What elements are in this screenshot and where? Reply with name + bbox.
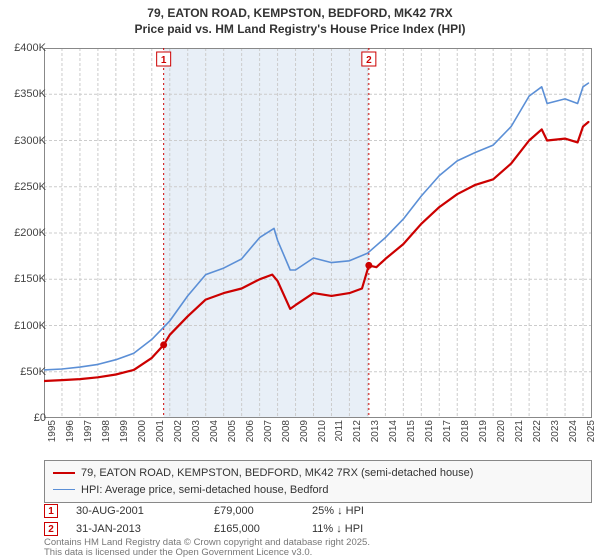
legend-box: 79, EATON ROAD, KEMPSTON, BEDFORD, MK42 … — [44, 460, 592, 503]
x-axis-label: 2004 — [209, 420, 220, 448]
x-axis-label: 2024 — [568, 420, 579, 448]
marker-row-2: 2 31-JAN-2013 £165,000 11% ↓ HPI — [44, 520, 402, 538]
x-axis-label: 2006 — [245, 420, 256, 448]
x-axis-label: 2023 — [550, 420, 561, 448]
marker-badge-2: 2 — [44, 522, 58, 536]
x-axis-label: 2000 — [137, 420, 148, 448]
legend-row-price-paid: 79, EATON ROAD, KEMPSTON, BEDFORD, MK42 … — [53, 465, 583, 482]
svg-text:2: 2 — [366, 55, 372, 66]
legend-row-hpi: HPI: Average price, semi-detached house,… — [53, 482, 583, 499]
x-axis-label: 2015 — [406, 420, 417, 448]
marker-price-2: £165,000 — [214, 523, 294, 535]
marker-table: 1 30-AUG-2001 £79,000 25% ↓ HPI 2 31-JAN… — [44, 502, 402, 538]
y-axis-label: £100K — [2, 320, 46, 332]
x-axis-label: 2009 — [299, 420, 310, 448]
svg-text:1: 1 — [161, 55, 167, 66]
marker-diff-1: 25% ↓ HPI — [312, 505, 402, 517]
x-axis-label: 2014 — [388, 420, 399, 448]
x-axis-label: 2003 — [191, 420, 202, 448]
legend-swatch-price-paid — [53, 472, 75, 474]
x-axis-label: 1996 — [65, 420, 76, 448]
y-axis-label: £250K — [2, 181, 46, 193]
marker-date-2: 31-JAN-2013 — [76, 523, 196, 535]
x-axis-label: 2008 — [281, 420, 292, 448]
marker-badge-1: 1 — [44, 504, 58, 518]
y-axis-label: £0 — [2, 412, 46, 424]
x-axis-label: 2025 — [586, 420, 597, 448]
y-axis-label: £400K — [2, 42, 46, 54]
y-axis-label: £150K — [2, 273, 46, 285]
x-axis-label: 2010 — [317, 420, 328, 448]
x-axis-label: 2013 — [370, 420, 381, 448]
x-axis-label: 2001 — [155, 420, 166, 448]
y-axis-label: £350K — [2, 88, 46, 100]
x-axis-label: 2007 — [263, 420, 274, 448]
chart-title: 79, EATON ROAD, KEMPSTON, BEDFORD, MK42 … — [0, 0, 600, 37]
y-axis-label: £200K — [2, 227, 46, 239]
x-axis-label: 2017 — [442, 420, 453, 448]
y-axis-label: £50K — [2, 366, 46, 378]
legend-swatch-hpi — [53, 489, 75, 490]
footer-attribution: Contains HM Land Registry data © Crown c… — [44, 538, 370, 559]
x-axis-label: 2020 — [496, 420, 507, 448]
y-axis-label: £300K — [2, 135, 46, 147]
x-axis-label: 2022 — [532, 420, 543, 448]
chart-plot-area: 12 — [44, 48, 592, 418]
footer-line2: This data is licensed under the Open Gov… — [44, 548, 370, 558]
x-axis-label: 2002 — [173, 420, 184, 448]
x-axis-label: 1995 — [47, 420, 58, 448]
x-axis-label: 2005 — [227, 420, 238, 448]
x-axis-label: 2021 — [514, 420, 525, 448]
x-axis-label: 2011 — [334, 420, 345, 448]
x-axis-label: 1997 — [83, 420, 94, 448]
x-axis-label: 1998 — [101, 420, 112, 448]
x-axis-label: 2019 — [478, 420, 489, 448]
title-line2: Price paid vs. HM Land Registry's House … — [8, 22, 592, 38]
marker-date-1: 30-AUG-2001 — [76, 505, 196, 517]
marker-row-1: 1 30-AUG-2001 £79,000 25% ↓ HPI — [44, 502, 402, 520]
chart-svg: 12 — [44, 48, 592, 418]
marker-diff-2: 11% ↓ HPI — [312, 523, 402, 535]
legend-label-price-paid: 79, EATON ROAD, KEMPSTON, BEDFORD, MK42 … — [81, 465, 473, 482]
x-axis-label: 2016 — [424, 420, 435, 448]
x-axis-label: 2012 — [352, 420, 363, 448]
marker-price-1: £79,000 — [214, 505, 294, 517]
x-axis-label: 1999 — [119, 420, 130, 448]
legend-label-hpi: HPI: Average price, semi-detached house,… — [81, 482, 328, 499]
x-axis-label: 2018 — [460, 420, 471, 448]
title-line1: 79, EATON ROAD, KEMPSTON, BEDFORD, MK42 … — [8, 6, 592, 22]
